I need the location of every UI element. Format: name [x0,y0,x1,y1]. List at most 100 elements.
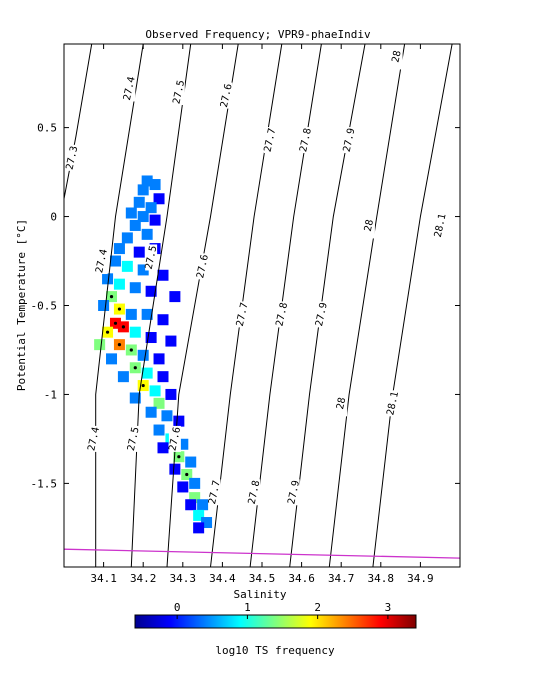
frequency-cell [185,456,197,468]
isopycnal-label: 27.4 [86,426,102,452]
frequency-cell [129,392,141,404]
x-tick-label: 34.8 [368,572,395,585]
frequency-cell [121,260,133,272]
frequency-cell [109,255,121,267]
isopycnal-label: 27.8 [298,127,314,153]
frequency-dot [121,325,125,329]
x-tick-label: 34.3 [170,572,197,585]
frequency-cell [121,232,133,244]
isopycnal-label: 27.8 [247,479,263,505]
colorbar-ticks: 0 1 2 3 [174,601,391,619]
colorbar-tick-label: 1 [244,601,251,614]
x-tick-label: 34.5 [249,572,276,585]
frequency-cell [169,463,181,475]
isopycnal-label: 27.7 [207,479,223,505]
isopycnal-label: 27.5 [144,245,160,271]
isopycnal-label: 27.8 [274,302,290,328]
frequency-cell [169,291,181,303]
isopycnal-28 [328,44,406,567]
x-tick-label: 34.6 [288,572,315,585]
isopycnal-label-bg [236,301,249,328]
isopycnal-label: 27.5 [171,79,187,105]
frequency-cell [113,243,125,255]
frequency-cell [137,184,149,196]
frequency-cell [149,214,161,226]
isopycnal-label: 27.7 [263,127,279,153]
frequency-cell [125,308,137,320]
y-axis-ticks: 0.5 0 -0.5 -1 -1.5 [31,122,460,490]
isopycnal-label-bg [335,390,348,417]
freezing-line [63,548,461,559]
frequency-cell [133,246,145,258]
frequency-cell [173,415,185,427]
frequency-dot [185,472,189,477]
isopycnal-label-bg [145,244,158,271]
frequency-cell [189,477,201,489]
isopycnal-label-bg [208,479,221,506]
frequency-cell [185,499,197,511]
isopycnal-label-bg [196,253,209,280]
frequency-cell [145,332,157,344]
colorbar-label: log10 TS frequency [215,644,335,657]
frequency-cells [94,175,213,534]
isopycnal-label: 27.9 [342,127,358,153]
frequency-cell [157,371,169,383]
frequency-cell [125,207,137,219]
frequency-cell [137,264,149,276]
frequency-cell [129,282,141,294]
isopycnal-label: 27.6 [219,83,235,109]
isopycnal-label: 27.4 [122,76,138,102]
frequency-cell [129,326,141,338]
isopycnal-label-bg [390,43,403,70]
isopycnal-label-bg [87,425,100,452]
frequency-cell [153,353,165,365]
frequency-cell [141,308,153,320]
colorbar-tick-label: 3 [385,601,392,614]
isopycnal-label: 27.6 [167,426,183,452]
isopycnal-label-bg [315,301,328,328]
isopycnal-label-bg [434,212,447,239]
frequency-dot [177,455,181,459]
frequency-cell [141,228,153,240]
x-tick-label: 34.9 [407,572,434,585]
frequency-cell [189,492,201,504]
frequency-dot [117,307,122,311]
isopycnal-label: 27.7 [235,302,251,328]
frequency-cell [149,385,161,397]
frequency-cell [129,219,141,231]
frequency-dot [105,330,110,334]
isopycnal-label: 28.1 [385,391,401,417]
isopycnal-27.5 [130,44,192,567]
frequency-cell [165,388,177,400]
isopycnal-label: 28 [335,396,348,410]
isopycnal-27.3 [64,44,93,199]
y-tick-label: 0.5 [37,122,57,135]
isopycnal-label-bg [287,479,300,506]
isopycnal-label-bg [220,82,233,109]
frequency-cell [141,175,153,187]
frequency-cell [153,193,165,205]
isopycnal-28.1 [372,44,453,567]
isopycnal-label: 27.9 [314,302,330,328]
chart-title: Observed Frequency; VPR9-phaeIndiv [145,28,371,41]
colorbar [134,614,417,629]
isopycnal-27.6 [166,44,239,567]
y-tick-label: -1 [44,388,57,401]
frequency-cell [141,367,153,379]
frequency-cell [165,335,177,347]
isopycnal-label-bg [123,75,136,102]
colorbar-tick-label: 0 [174,601,181,614]
y-tick-label: -1.5 [31,477,58,490]
frequency-cell [157,269,169,281]
isopycnal-label: 28 [363,219,376,233]
isopycnal-label-bg [168,425,181,452]
frequency-cell [161,410,173,422]
isopycnal-label-bg [343,127,356,154]
frequency-dot [129,348,133,352]
isopycnal-label: 27.9 [286,479,302,505]
x-axis-ticks: 34.1 34.2 34.3 34.4 34.5 34.6 34.7 34.8 34.9 [90,44,434,585]
isopycnal-label: 28 [390,50,403,64]
frequency-dot [133,366,137,370]
frequency-cell [102,273,114,285]
frequency-cell [193,522,205,534]
